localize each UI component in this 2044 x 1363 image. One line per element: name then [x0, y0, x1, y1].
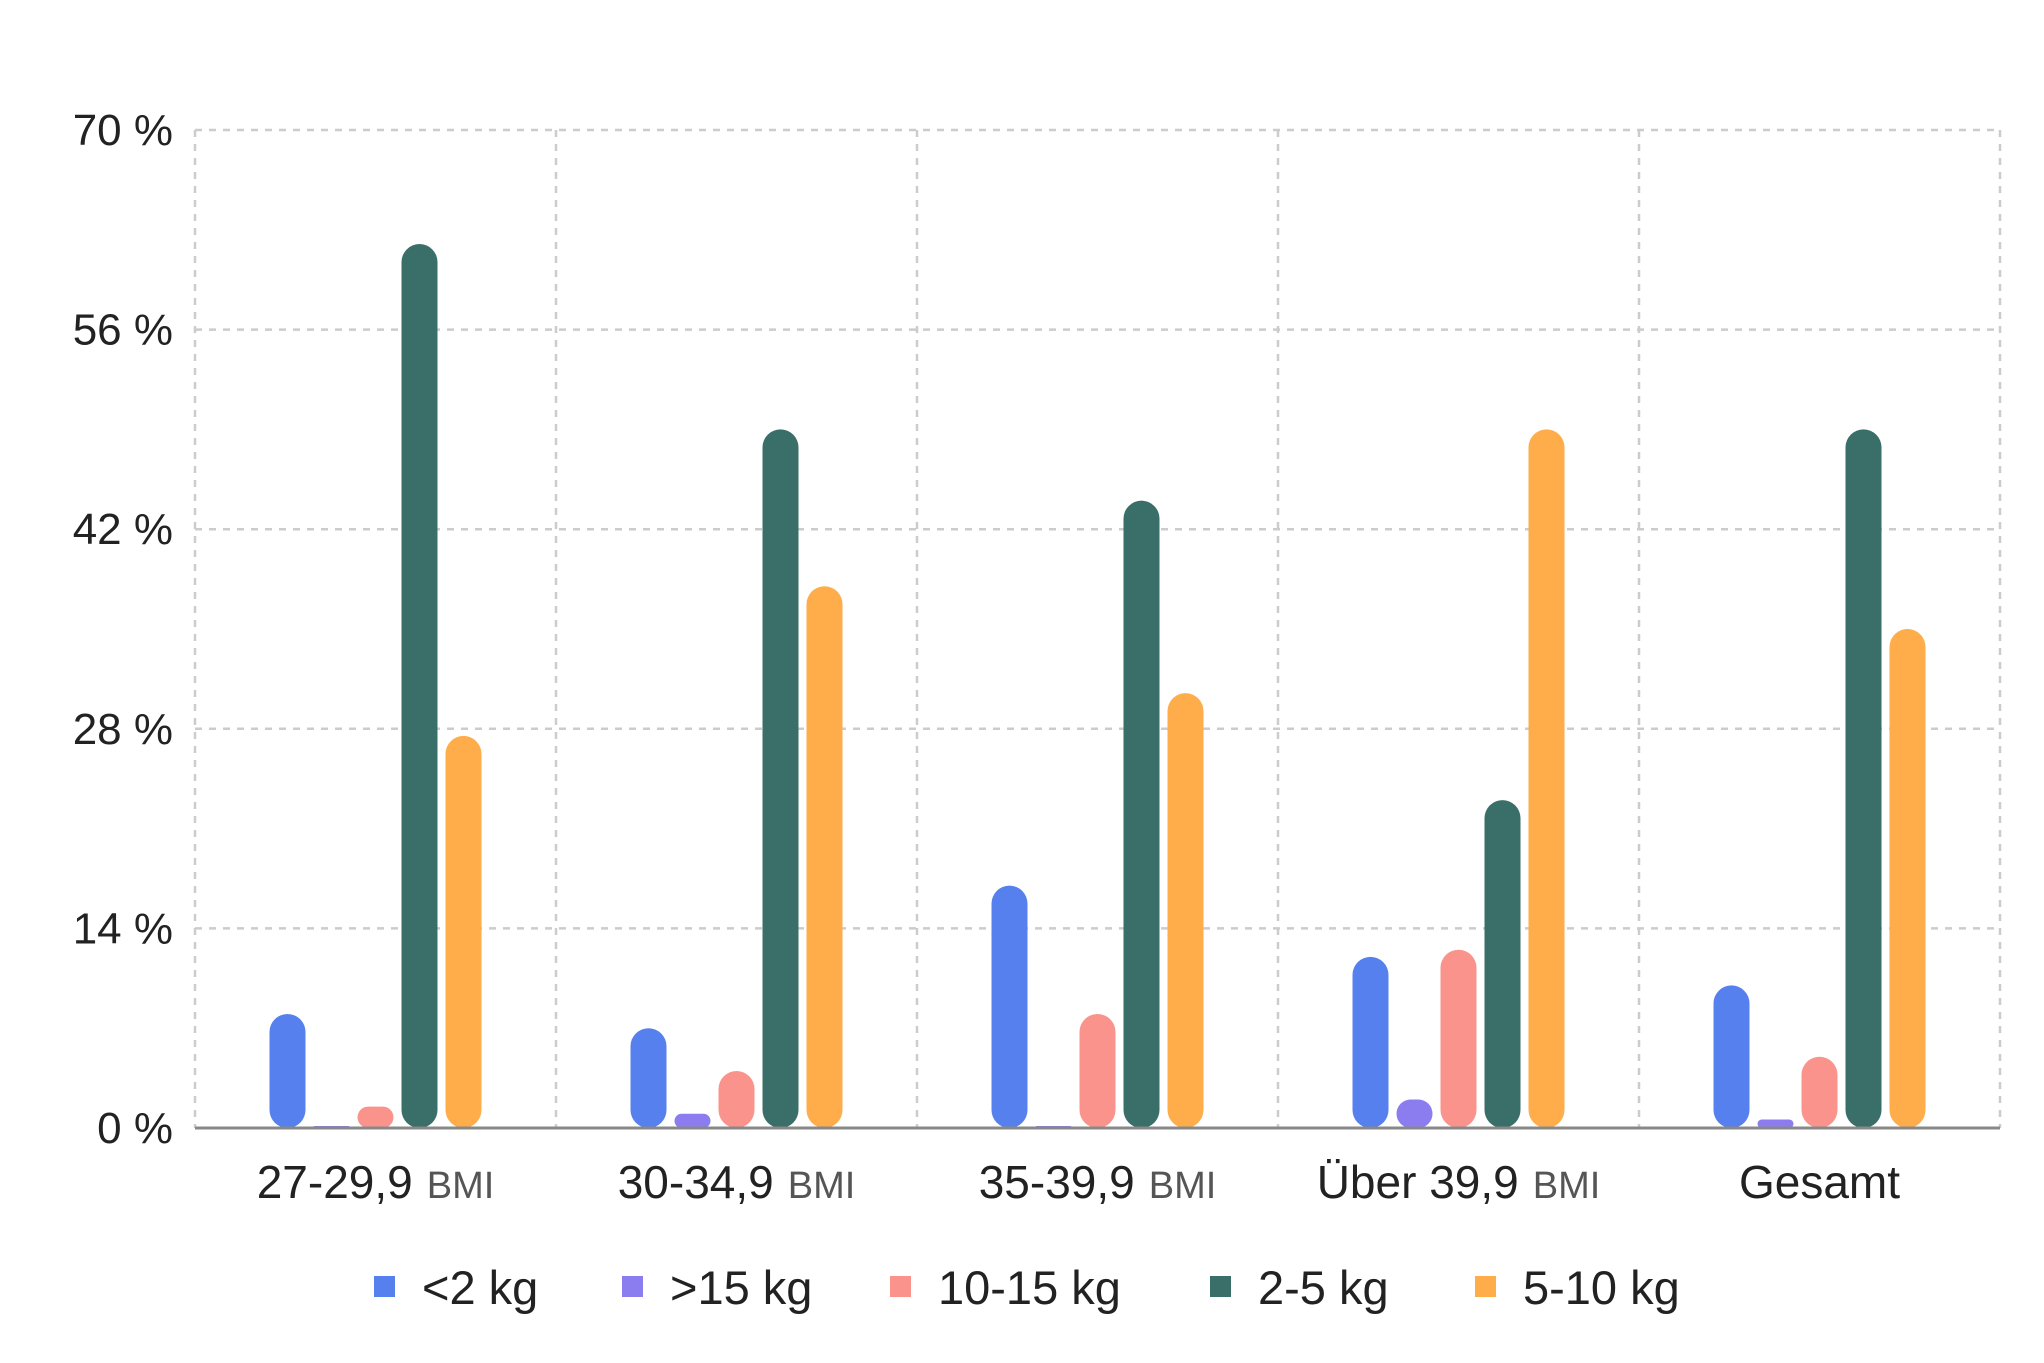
- x-tick-unit: BMI: [1533, 1165, 1601, 1207]
- y-tick-label: 70 %: [73, 106, 173, 155]
- y-tick-label: 28 %: [73, 705, 173, 754]
- bar--15-kg: [674, 1113, 711, 1128]
- legend-label: <2 kg: [422, 1261, 538, 1314]
- bar-10-15-kg: [1801, 1056, 1838, 1128]
- x-tick-label: Über 39,9 BMI: [1317, 1156, 1601, 1208]
- x-tick-unit: BMI: [788, 1165, 856, 1207]
- y-tick-label: 0 %: [97, 1104, 173, 1153]
- x-axis-ticks: 27-29,9 BMI 30-34,9 BMI 35-39,9 BMI Über 39,9 B…: [257, 1156, 1901, 1208]
- x-tick-main: 27-29,9: [257, 1156, 413, 1208]
- grid-lines: [193, 128, 2002, 1128]
- y-tick-label: 42 %: [73, 505, 173, 554]
- bar--15-kg: [1396, 1099, 1433, 1128]
- y-tick-label: 14 %: [73, 904, 173, 953]
- bar-10-15-kg: [718, 1070, 755, 1128]
- bar-5-10-kg: [445, 735, 482, 1128]
- bar-10-15-kg: [357, 1106, 394, 1128]
- x-tick-label: 27-29,9 BMI: [257, 1156, 495, 1208]
- x-tick-unit: BMI: [1149, 1165, 1217, 1207]
- legend-swatch: [1210, 1276, 1231, 1297]
- legend-swatch: [890, 1276, 911, 1297]
- x-tick-unit: BMI: [427, 1165, 495, 1207]
- x-tick-label: 35-39,9 BMI: [979, 1156, 1217, 1208]
- bar--2-kg: [1713, 985, 1750, 1128]
- legend-swatch: [374, 1276, 395, 1297]
- legend-label: >15 kg: [670, 1261, 812, 1314]
- x-tick-main: 30-34,9: [618, 1156, 774, 1208]
- bar--2-kg: [1352, 956, 1389, 1128]
- legend-swatch: [622, 1276, 643, 1297]
- bar-2-5-kg: [1845, 429, 1882, 1128]
- legend-label: 10-15 kg: [938, 1261, 1121, 1314]
- bar-10-15-kg: [1079, 1013, 1116, 1128]
- bar-5-10-kg: [1889, 629, 1926, 1128]
- legend-swatch: [1475, 1276, 1496, 1297]
- bar--2-kg: [630, 1028, 667, 1128]
- x-tick-main: 35-39,9: [979, 1156, 1135, 1208]
- bar-2-5-kg: [1123, 500, 1160, 1129]
- x-tick-label: 30-34,9 BMI: [618, 1156, 856, 1208]
- y-axis-ticks: 0 % 14 % 28 % 42 % 56 % 70 %: [73, 106, 173, 1153]
- bar-2-5-kg: [762, 429, 799, 1128]
- bar--2-kg: [991, 885, 1028, 1128]
- bar--15-kg: [1757, 1119, 1794, 1128]
- x-tick-main: Gesamt: [1739, 1156, 1900, 1208]
- legend-label: 2-5 kg: [1258, 1261, 1389, 1314]
- bars: [269, 244, 1926, 1129]
- bar-5-10-kg: [1167, 693, 1204, 1128]
- x-tick-main: Über 39,9: [1317, 1156, 1519, 1208]
- bar-5-10-kg: [806, 586, 843, 1128]
- bar-10-15-kg: [1440, 949, 1477, 1128]
- bar--2-kg: [269, 1013, 306, 1128]
- legend-label: 5-10 kg: [1523, 1261, 1680, 1314]
- y-tick-label: 56 %: [73, 306, 173, 355]
- bar-2-5-kg: [401, 244, 438, 1129]
- x-tick-label: Gesamt: [1739, 1156, 1900, 1208]
- bar-2-5-kg: [1484, 800, 1521, 1128]
- legend: <2 kg >15 kg 10-15 kg 2-5 kg 5-10 kg: [374, 1261, 1680, 1314]
- bar-5-10-kg: [1528, 429, 1565, 1128]
